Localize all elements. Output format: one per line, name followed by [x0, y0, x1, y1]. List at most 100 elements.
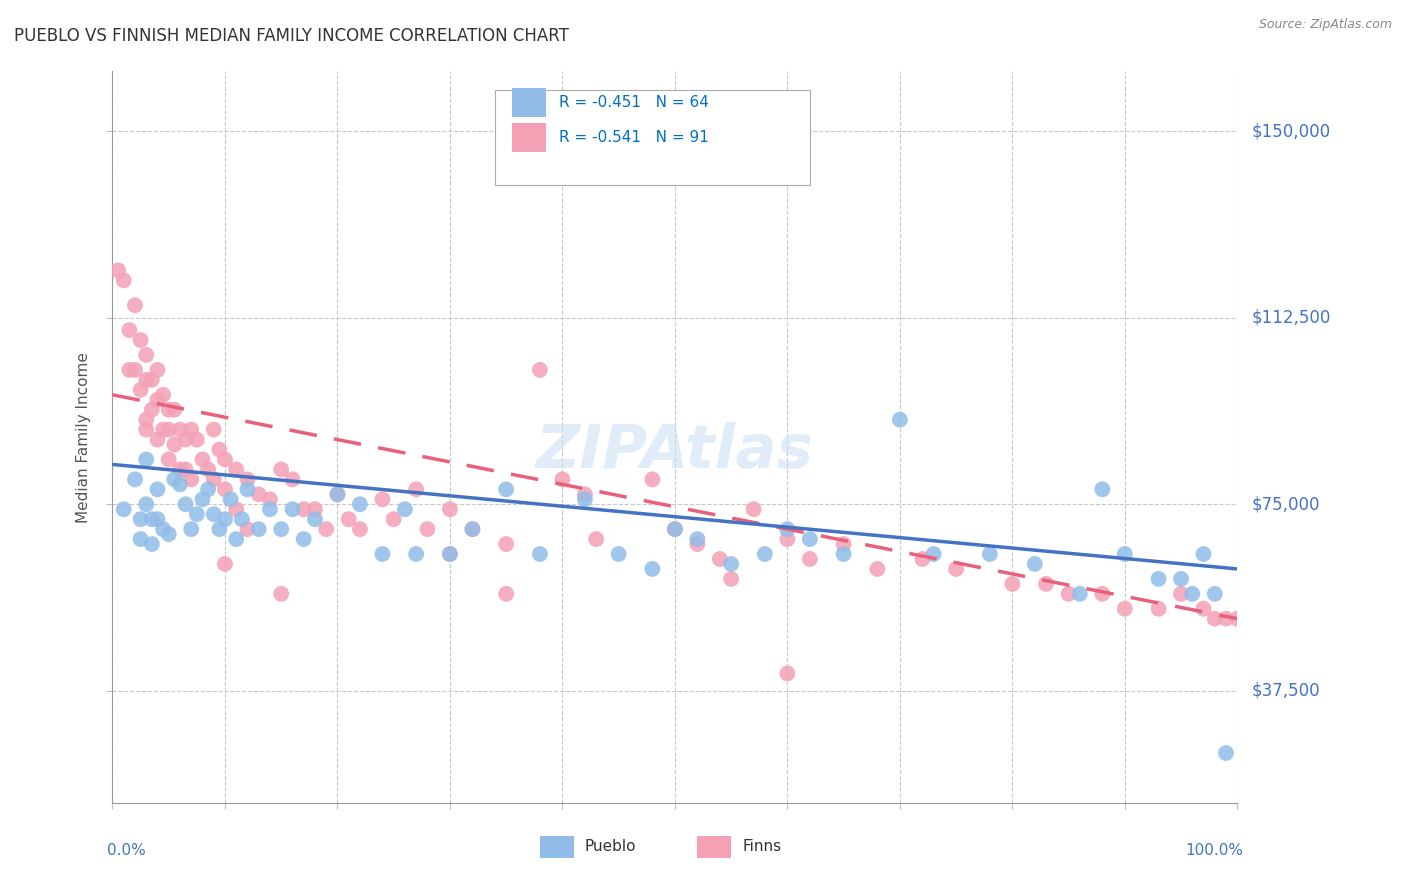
Text: ZIPAtlas: ZIPAtlas: [536, 422, 814, 481]
Point: [439, 502, 461, 516]
Point: [129, 383, 152, 397]
Point: [1215, 612, 1237, 626]
Point: [157, 423, 180, 437]
Point: [202, 472, 225, 486]
Point: [174, 462, 197, 476]
Point: [214, 557, 236, 571]
Point: [197, 483, 219, 497]
Point: [146, 483, 169, 497]
Point: [1192, 547, 1215, 561]
Point: [1170, 587, 1192, 601]
Text: Source: ZipAtlas.com: Source: ZipAtlas.com: [1258, 18, 1392, 31]
Point: [169, 462, 191, 476]
Point: [135, 423, 157, 437]
Point: [186, 433, 208, 447]
Point: [405, 547, 427, 561]
Point: [394, 502, 416, 516]
Point: [157, 527, 180, 541]
Point: [146, 512, 169, 526]
Point: [1215, 746, 1237, 760]
Point: [191, 492, 214, 507]
Point: [225, 502, 247, 516]
Point: [439, 547, 461, 561]
Point: [495, 537, 517, 551]
Point: [495, 483, 517, 497]
Point: [315, 522, 337, 536]
Point: [180, 423, 202, 437]
Point: [124, 298, 146, 312]
Point: [214, 512, 236, 526]
Point: [461, 522, 484, 536]
Point: [225, 462, 247, 476]
Point: [1192, 601, 1215, 615]
Bar: [512, 122, 546, 152]
Point: [281, 502, 304, 516]
Point: [118, 323, 141, 337]
Point: [225, 532, 247, 546]
Point: [641, 562, 664, 576]
Point: [461, 522, 484, 536]
Point: [1069, 587, 1091, 601]
Point: [135, 373, 157, 387]
Point: [236, 522, 259, 536]
Point: [208, 442, 231, 457]
Point: [326, 487, 349, 501]
Point: [832, 537, 855, 551]
Point: [304, 512, 326, 526]
Point: [231, 512, 253, 526]
Point: [754, 547, 776, 561]
Point: [889, 412, 911, 426]
Point: [146, 433, 169, 447]
Point: [382, 512, 405, 526]
Text: Pueblo: Pueblo: [585, 839, 637, 855]
Point: [551, 472, 574, 486]
Point: [118, 363, 141, 377]
Point: [219, 492, 242, 507]
Point: [911, 552, 934, 566]
Point: [152, 522, 174, 536]
Point: [574, 492, 596, 507]
Point: [214, 452, 236, 467]
Point: [416, 522, 439, 536]
Point: [157, 402, 180, 417]
Point: [922, 547, 945, 561]
Point: [146, 392, 169, 407]
Point: [304, 502, 326, 516]
Point: [776, 522, 799, 536]
Point: [174, 497, 197, 511]
Text: R = -0.541   N = 91: R = -0.541 N = 91: [560, 129, 709, 145]
Point: [141, 402, 163, 417]
Text: Finns: Finns: [742, 839, 782, 855]
Point: [259, 502, 281, 516]
Point: [135, 452, 157, 467]
Point: [439, 547, 461, 561]
Point: [270, 522, 292, 536]
Point: [1181, 587, 1204, 601]
Point: [349, 497, 371, 511]
Point: [169, 477, 191, 491]
Text: $112,500: $112,500: [1251, 309, 1330, 326]
Point: [1035, 577, 1057, 591]
Point: [157, 452, 180, 467]
Point: [1114, 547, 1136, 561]
Point: [349, 522, 371, 536]
Point: [866, 562, 889, 576]
Point: [135, 497, 157, 511]
Point: [371, 547, 394, 561]
Point: [742, 502, 765, 516]
Point: [1204, 587, 1226, 601]
Text: PUEBLO VS FINNISH MEDIAN FAMILY INCOME CORRELATION CHART: PUEBLO VS FINNISH MEDIAN FAMILY INCOME C…: [14, 27, 569, 45]
Point: [799, 552, 821, 566]
Text: $37,500: $37,500: [1251, 681, 1320, 700]
Point: [191, 452, 214, 467]
Point: [236, 472, 259, 486]
Point: [945, 562, 967, 576]
Point: [664, 522, 686, 536]
Point: [146, 363, 169, 377]
Point: [270, 587, 292, 601]
Point: [202, 423, 225, 437]
Point: [292, 532, 315, 546]
Point: [163, 472, 186, 486]
Point: [174, 433, 197, 447]
Point: [107, 263, 129, 277]
